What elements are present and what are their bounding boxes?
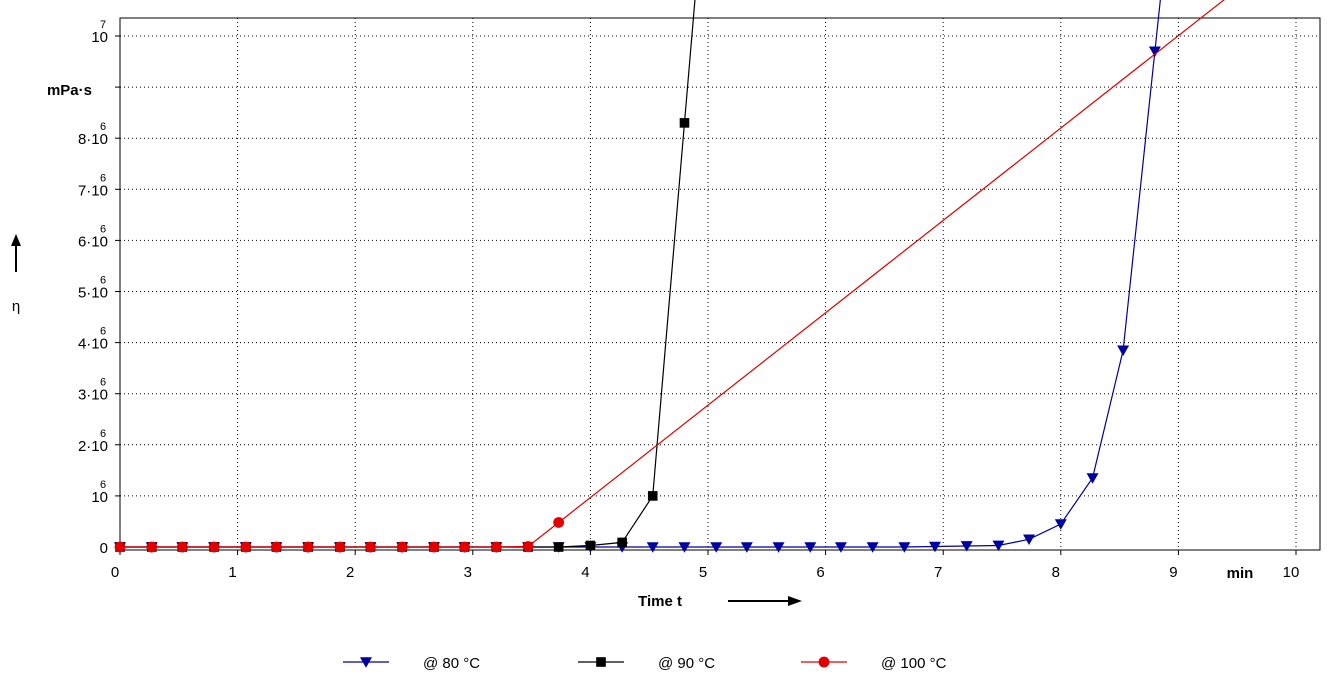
data-point [365,541,376,553]
data-point [617,537,627,548]
data-point [804,542,817,553]
data-point [866,542,879,553]
data-point [834,542,847,553]
x-tick-label: 1 [228,564,236,581]
y-tick-label: 10 [91,489,108,506]
legend-item: @ 80 °C [343,655,480,672]
y-tick-exponent: 6 [100,377,106,389]
x-tick-label: 3 [464,564,472,581]
data-point [553,542,564,552]
y-tick-label: 6·10 [78,233,108,250]
data-point [1148,46,1161,58]
data-point [1054,519,1067,530]
series-2 [115,0,696,552]
series-line [120,0,1225,548]
legend: @ 80 °C @ 90 °C @ 100 °C [343,655,947,672]
x-tick-label: 6 [816,564,824,581]
y-axis-label: η [12,298,20,315]
y-tick-exponent: 6 [100,172,106,184]
y-tick-exponent: 6 [100,428,106,440]
data-point [146,541,158,553]
y-tick-label: 8·10 [78,131,108,148]
legend-item: @ 90 °C [578,655,715,672]
data-point [334,541,346,553]
data-point [960,541,973,552]
y-tick-exponent: 6 [100,121,106,133]
y-tick-label: 5·10 [78,285,108,302]
legend-item: @ 100 °C [801,655,947,672]
data-point [302,541,314,553]
data-point [240,541,252,553]
grid [120,18,1320,550]
x-tick-label: 9 [1169,564,1177,581]
data-point [1023,534,1036,546]
y-tick-exponent: 6 [100,479,106,491]
data-point [740,542,753,553]
series-1 [114,0,1161,553]
x-tick-label: 7 [934,564,942,581]
data-point [396,541,408,553]
data-point [992,540,1005,552]
x-tick-label: 5 [699,564,707,581]
data-point [679,118,690,128]
data-point [710,542,723,553]
legend-label: @ 100 °C [881,655,947,672]
data-point [928,541,941,553]
y-tick-label: 10 [91,29,108,46]
y-tick-exponent: 6 [100,223,106,235]
y-tick-label: 4·10 [78,336,108,353]
data-point [585,540,596,551]
data-point [678,542,691,553]
data-point [459,541,470,553]
data-point [114,541,126,553]
x-tick-label: 0 [111,564,119,581]
legend-marker [596,657,606,667]
data-point [553,517,565,528]
data-point [522,541,534,552]
x-unit-label: min [1227,565,1254,582]
data-point [898,542,911,553]
y-tick-label: 7·10 [78,182,108,199]
series-line [120,0,696,548]
data-point [271,541,282,553]
series-line [120,0,1161,548]
data-point [646,542,659,553]
data-point [490,541,502,553]
data-point [1086,473,1099,484]
y-tick-label: 3·10 [78,387,108,404]
legend-marker [360,657,372,668]
data-point [1117,345,1130,356]
series-3 [114,0,1225,553]
x-tick-label: 4 [581,564,589,581]
y-tick-label: 2·10 [78,438,108,455]
x-axis-label: Time t [638,593,682,610]
x-tick-label: 8 [1052,564,1060,581]
plot-frame [119,17,1321,551]
x-tick-label: 10 [1283,564,1300,581]
y-tick-exponent: 6 [100,326,106,338]
legend-label: @ 80 °C [423,655,480,672]
x-axis-arrow [728,596,802,606]
y-tick-label: 0 [100,540,108,557]
legend-marker [818,656,830,668]
data-point [428,541,440,553]
data-point [208,541,220,553]
series [114,0,1225,553]
x-tick-label: 2 [346,564,354,581]
data-point [176,541,188,553]
y-axis-arrow [11,234,21,272]
legend-label: @ 90 °C [658,655,715,672]
data-point [647,491,658,501]
data-point [772,542,785,553]
y-tick-exponent: 7 [100,19,106,31]
y-unit-label: mPa·s [47,82,92,99]
y-tick-exponent: 6 [100,275,106,287]
axis-ticks: 0 1 2 3 4 5 6 7 8 9 1001062·1063·1064·1065·1066·10… [78,19,1299,581]
